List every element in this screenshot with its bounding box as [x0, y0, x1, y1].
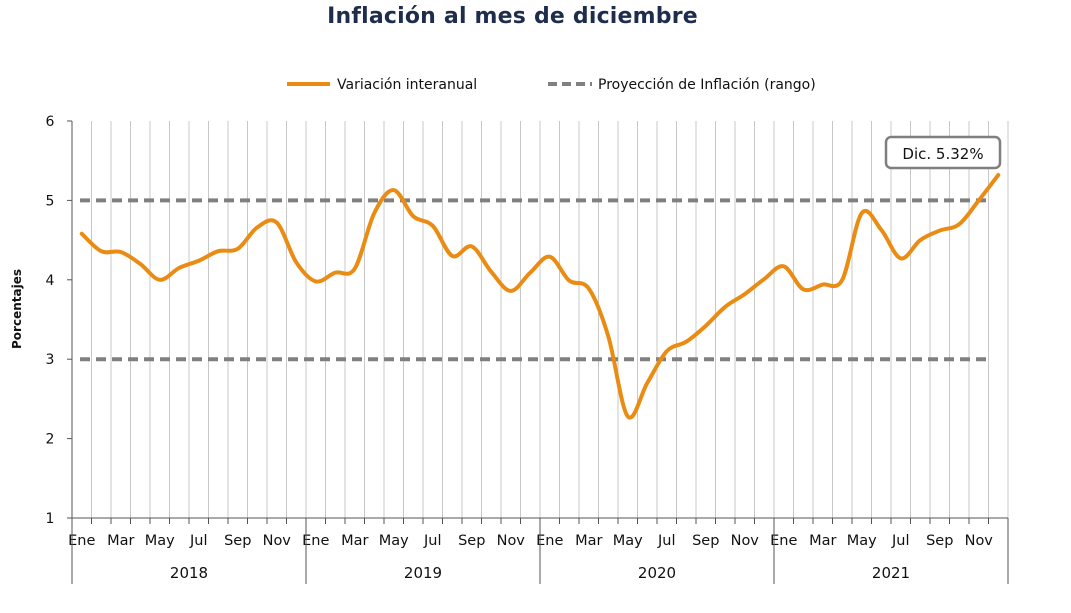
- data-point: [665, 349, 669, 353]
- x-month-label: Nov: [497, 533, 526, 549]
- data-point: [119, 250, 123, 254]
- data-point: [353, 267, 357, 271]
- data-point: [704, 324, 708, 328]
- chart-title: Inflación al mes de diciembre: [327, 4, 698, 29]
- data-point: [548, 255, 552, 259]
- y-axis-label: Porcentajes: [10, 269, 24, 349]
- data-point: [372, 211, 376, 215]
- x-month-label: May: [379, 533, 409, 549]
- data-point: [450, 254, 454, 258]
- data-point: [294, 260, 298, 264]
- x-month-label: May: [145, 533, 175, 549]
- data-point: [684, 340, 688, 344]
- data-point: [236, 247, 240, 251]
- y-tick-label: 6: [46, 114, 55, 130]
- x-month-label: Ene: [68, 533, 95, 549]
- data-point: [587, 287, 591, 291]
- x-month-label: May: [613, 533, 643, 549]
- data-point: [216, 249, 220, 253]
- data-point: [782, 264, 786, 268]
- y-tick-label: 3: [46, 352, 55, 368]
- annotation-label: Dic. 5.32%: [902, 145, 983, 163]
- x-month-label: Nov: [731, 533, 760, 549]
- x-month-label: Ene: [536, 533, 563, 549]
- x-month-label: Jul: [657, 533, 676, 549]
- projection-range-lines: [80, 198, 992, 362]
- y-tick-label: 2: [46, 432, 55, 448]
- axes: 1 2 3 4 5 6 Ene Mar May Jul Sep Nov Ene Mar May Jul Sep N…: [46, 114, 1009, 584]
- x-month-label: Jul: [423, 533, 442, 549]
- grid-lines: [91, 121, 1009, 518]
- data-point: [528, 271, 532, 275]
- x-month-label: Nov: [263, 533, 292, 549]
- x-month-label: Mar: [809, 533, 836, 549]
- x-month-label: Mar: [575, 533, 602, 549]
- x-month-label: Jul: [891, 533, 910, 549]
- data-point: [509, 289, 513, 293]
- data-point: [626, 414, 630, 418]
- data-point: [938, 229, 942, 233]
- data-point: [821, 283, 825, 287]
- data-point: [840, 278, 844, 282]
- x-year-label: 2019: [404, 564, 442, 582]
- data-point: [899, 256, 903, 260]
- data-point: [957, 222, 961, 226]
- y-tick-label: 5: [46, 193, 55, 209]
- data-point: [80, 232, 84, 236]
- data-point: [470, 244, 474, 248]
- data-point: [977, 198, 981, 202]
- x-month-label: Sep: [926, 533, 953, 549]
- x-month-label: Mar: [341, 533, 368, 549]
- data-point: [177, 266, 181, 270]
- data-point: [99, 249, 103, 253]
- data-point: [255, 225, 259, 229]
- data-point: [392, 188, 396, 192]
- data-point: [138, 262, 142, 266]
- data-point: [996, 173, 1000, 177]
- variacion-interanual-line: [79, 172, 1001, 420]
- data-point: [918, 238, 922, 242]
- legend-label-proyeccion: Proyección de Inflación (rango): [598, 77, 816, 93]
- y-tick-label: 4: [46, 273, 55, 289]
- data-point: [411, 214, 415, 218]
- data-point: [567, 279, 571, 283]
- data-point: [606, 334, 610, 338]
- series-line: [79, 172, 1001, 420]
- data-point: [645, 381, 649, 385]
- x-month-label: Ene: [302, 533, 329, 549]
- data-point: [333, 271, 337, 275]
- x-month-label: Sep: [692, 533, 719, 549]
- data-point: [723, 305, 727, 309]
- x-year-label: 2021: [872, 564, 910, 582]
- annotation-box: [884, 135, 1002, 170]
- y-tick-label: 1: [46, 511, 55, 527]
- legend-label-variacion: Variación interanual: [337, 77, 477, 93]
- x-month-label: Jul: [189, 533, 208, 549]
- x-year-label: 2018: [170, 564, 208, 582]
- data-point: [197, 259, 201, 263]
- data-point: [158, 278, 162, 282]
- x-month-label: Sep: [224, 533, 251, 549]
- data-point: [801, 287, 805, 291]
- x-month-label: Nov: [965, 533, 994, 549]
- data-point: [314, 279, 318, 283]
- data-point: [489, 270, 493, 274]
- x-month-label: May: [847, 533, 877, 549]
- x-month-label: Ene: [770, 533, 797, 549]
- x-year-label: 2020: [638, 564, 676, 582]
- data-point: [762, 277, 766, 281]
- data-point: [879, 228, 883, 232]
- legend: Variación interanual Proyección de Infla…: [287, 77, 816, 93]
- data-point: [275, 221, 279, 225]
- annotation-callout: Dic. 5.32%: [884, 135, 1002, 170]
- data-point: [743, 292, 747, 296]
- x-month-label: Sep: [458, 533, 485, 549]
- x-month-label: Mar: [107, 533, 134, 549]
- data-point: [431, 224, 435, 228]
- data-point: [860, 211, 864, 215]
